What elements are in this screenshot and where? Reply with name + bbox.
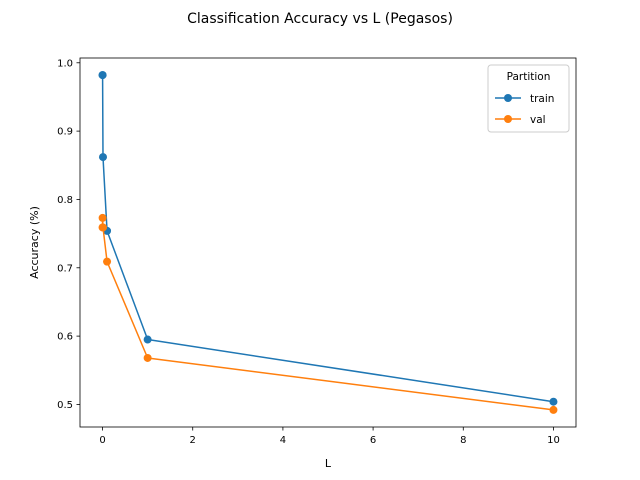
data-point-train [98, 71, 107, 80]
plot-frame [79, 57, 577, 428]
y-axis-label: Accuracy (%) [28, 206, 41, 279]
x-tick-label: 6 [370, 435, 376, 446]
axis-ticks: 0 2 4 6 8 10 0.5 0.6 0.7 0.8 0.9 1.0 [57, 58, 560, 446]
y-tick-label: 1.0 [57, 58, 73, 69]
data-point-train [98, 153, 107, 162]
data-point-val [98, 223, 107, 232]
series-line-train [101, 74, 554, 403]
y-tick-label: 0.7 [57, 263, 73, 274]
legend-marker-val [504, 115, 512, 123]
series-line-val [101, 217, 554, 411]
legend-marker-train [504, 94, 512, 102]
legend-label-train: train [530, 93, 554, 105]
x-tick-label: 4 [280, 435, 286, 446]
x-tick-label: 0 [99, 435, 105, 446]
x-axis-label: L [325, 457, 332, 470]
x-tick-label: 8 [460, 435, 466, 446]
chart-title: Classification Accuracy vs L (Pegasos) [187, 11, 453, 27]
data-point-train [549, 397, 558, 406]
legend-items: train val [495, 93, 554, 126]
x-tick-label: 10 [547, 435, 560, 446]
data-point-val [549, 405, 558, 414]
legend-label-val: val [530, 114, 546, 126]
y-tick-label: 0.9 [57, 127, 73, 138]
legend: Partition train val [487, 64, 570, 133]
data-point-val [143, 353, 152, 362]
y-tick-label: 0.6 [57, 332, 73, 343]
x-tick-label: 2 [190, 435, 196, 446]
data-point-val [98, 213, 107, 222]
data-point-train [143, 335, 152, 344]
y-tick-label: 0.5 [57, 400, 73, 411]
y-tick-label: 0.8 [57, 195, 73, 206]
plot-area [98, 71, 558, 414]
data-point-val [103, 257, 112, 266]
legend-title: Partition [507, 71, 551, 83]
